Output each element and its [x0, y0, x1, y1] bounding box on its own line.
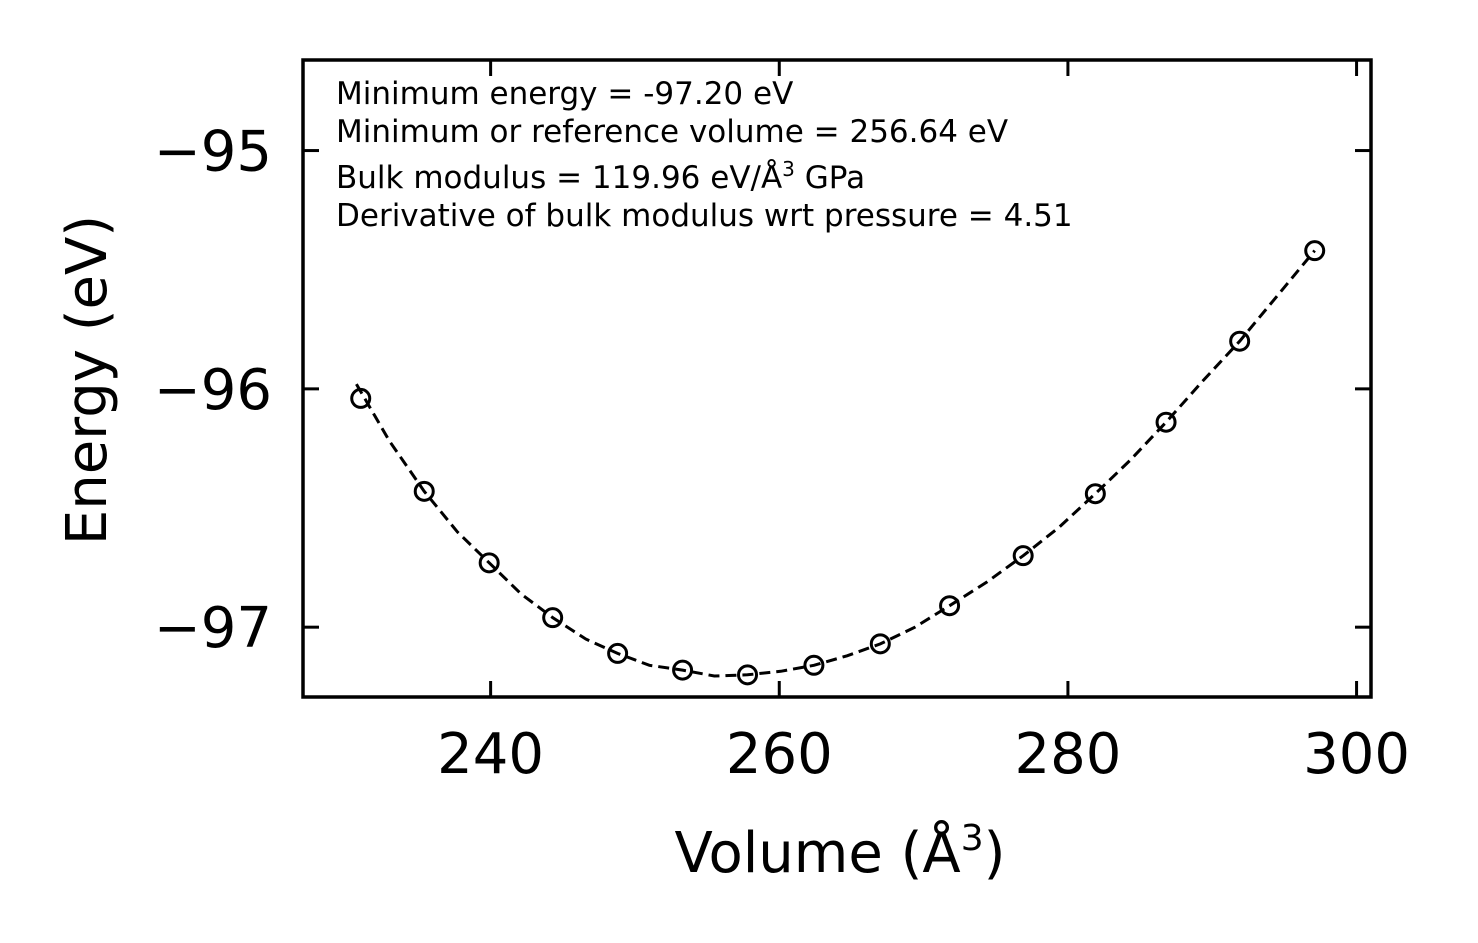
data-point: [939, 595, 961, 617]
plot-frame: [301, 58, 1373, 699]
x-tick-label: 240: [437, 722, 544, 787]
data-point: [1084, 483, 1106, 505]
y-tick-label: −96: [154, 358, 272, 423]
data-point: [478, 552, 500, 574]
annotation-bulk-modulus-suffix: GPa: [795, 160, 865, 196]
x-tick-label: 300: [1303, 722, 1410, 787]
data-point: [1012, 545, 1034, 567]
annotation-block: Minimum energy = -97.20 eV Minimum or re…: [336, 76, 1073, 234]
x-tick-label: 260: [726, 722, 833, 787]
x-axis-title-prefix: Volume (Å: [675, 820, 961, 886]
data-point: [737, 664, 759, 686]
annotation-min-volume: Minimum or reference volume = 256.64 eV: [336, 114, 1008, 150]
annotation-bulk-modulus-sup: 3: [782, 157, 795, 181]
x-axis-title-suffix: ): [984, 821, 1006, 886]
axis-tick-labels: 240 260 280 300 −97 −96 −95: [154, 120, 1410, 787]
y-tick-label: −97: [154, 596, 272, 661]
data-point: [1155, 411, 1177, 433]
data-point: [1229, 330, 1251, 352]
data-point: [542, 607, 564, 629]
fit-curve-layer: [355, 249, 1316, 678]
annotation-bulk-modulus: Bulk modulus = 119.96 eV/Å3 GPa: [336, 157, 865, 196]
fit-curve: [355, 249, 1316, 678]
data-point: [350, 387, 372, 409]
y-axis-title: Energy (eV): [55, 215, 120, 545]
data-point: [607, 642, 629, 664]
data-point: [803, 654, 825, 676]
x-axis-title: Volume (Å3): [675, 818, 1006, 886]
annotation-min-energy: Minimum energy = -97.20 eV: [336, 76, 793, 112]
annotation-bulk-modulus-prefix: Bulk modulus = 119.96 eV/Å: [336, 160, 782, 196]
x-axis-title-sup: 3: [961, 818, 984, 859]
data-point: [672, 659, 694, 681]
y-tick-label: −95: [154, 120, 272, 185]
annotation-bulk-derivative: Derivative of bulk modulus wrt pressure …: [336, 198, 1073, 234]
data-point: [869, 633, 891, 655]
data-points-layer: [350, 240, 1326, 686]
data-point: [413, 480, 435, 502]
axis-ticks: [303, 60, 1371, 697]
x-tick-label: 280: [1014, 722, 1121, 787]
data-point: [1304, 240, 1326, 262]
